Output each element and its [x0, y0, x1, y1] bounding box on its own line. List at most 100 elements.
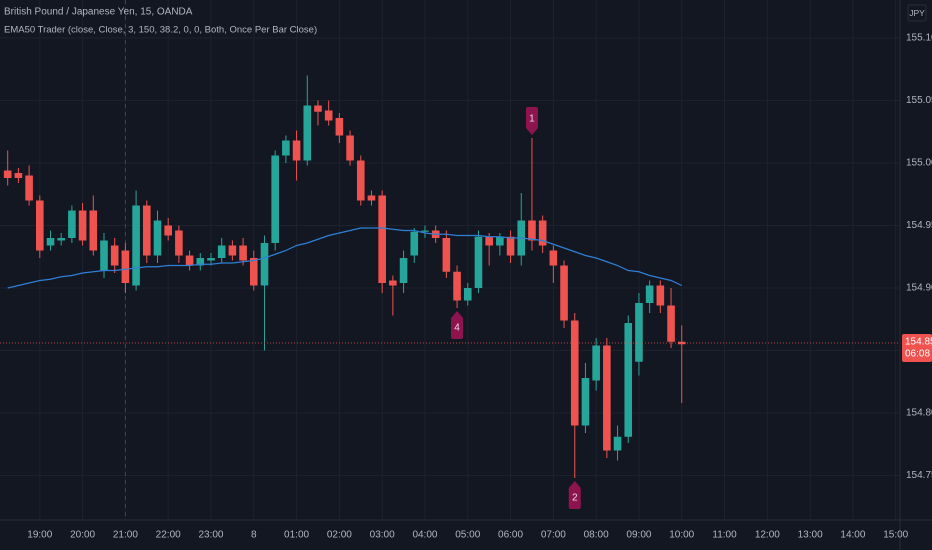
candle-body [142, 205, 151, 256]
signal-label: 4 [454, 323, 460, 334]
candle-body [399, 258, 408, 283]
last-price-label: 154.856 [905, 337, 932, 348]
candle-body [592, 345, 600, 381]
candle-body [603, 345, 611, 451]
candle-body [303, 105, 312, 161]
candle-body [185, 255, 194, 266]
candle-body [324, 110, 333, 121]
candle-body [25, 175, 33, 201]
candle-body [57, 238, 65, 241]
candle-body [528, 220, 536, 241]
candle-body [239, 245, 247, 261]
x-tick-label: 21:00 [113, 530, 138, 541]
y-tick-label: 155.100 [906, 33, 932, 44]
candle-body [292, 140, 301, 161]
y-tick-label: 154.950 [906, 220, 932, 231]
y-tick-label: 154.800 [906, 408, 932, 419]
x-tick-label: 05:00 [455, 530, 480, 541]
candle-body [175, 230, 183, 256]
x-tick-label: 22:00 [156, 530, 181, 541]
candle-body [570, 320, 579, 426]
x-tick-label: 04:00 [412, 530, 437, 541]
candle-body [410, 231, 419, 256]
indicator-legend: EMA50 Trader (close, Close, 3, 150, 38.2… [4, 25, 317, 36]
x-tick-label: 01:00 [284, 530, 309, 541]
last-price-badge [902, 334, 932, 362]
candle-body [207, 258, 215, 261]
x-tick-label: 11:00 [712, 530, 737, 541]
candle-body [645, 285, 654, 303]
candle-body [68, 210, 76, 238]
x-tick-label: 07:00 [541, 530, 566, 541]
y-tick-label: 154.750 [906, 470, 932, 481]
candle-body [356, 160, 365, 201]
candle-body [667, 305, 675, 342]
candle-body [549, 250, 558, 266]
candle-body [378, 195, 386, 283]
candle-body [282, 140, 290, 156]
candle-body [613, 436, 622, 451]
x-tick-label: 15:00 [883, 530, 908, 541]
candle-body [463, 288, 472, 301]
signal-marker [451, 311, 464, 339]
x-tick-label: 10:00 [669, 530, 694, 541]
signal-marker [568, 481, 581, 509]
candle-body [346, 135, 354, 161]
candle-body [635, 303, 643, 362]
x-tick-label: 23:00 [198, 530, 223, 541]
x-tick-label: 02:00 [327, 530, 352, 541]
candle-body [228, 245, 237, 256]
candle-body [249, 258, 258, 286]
x-tick-label: 03:00 [370, 530, 395, 541]
currency-label: JPY [909, 8, 925, 18]
axes: 154.750154.800154.850154.900154.950155.0… [27, 33, 932, 541]
candle-body [367, 195, 376, 201]
candle-body [100, 240, 108, 271]
candle-body [110, 245, 119, 266]
candle-body [560, 265, 568, 321]
candle-body [314, 105, 322, 112]
candle-body [46, 238, 55, 246]
signal-label: 2 [572, 493, 578, 504]
ema-line [7, 227, 682, 289]
candle-body [271, 155, 279, 243]
candle-body [496, 236, 504, 246]
countdown-label: 06:08 [905, 349, 930, 360]
candle-body [485, 236, 493, 246]
candle-body [196, 258, 205, 266]
candle-body [506, 236, 515, 256]
candle-body [3, 170, 12, 178]
x-tick-label: 09:00 [626, 530, 651, 541]
x-tick-label: 8 [251, 530, 257, 541]
y-tick-label: 155.000 [906, 158, 932, 169]
x-tick-label: 13:00 [798, 530, 823, 541]
candle-body [389, 280, 397, 286]
currency-badge[interactable] [907, 4, 927, 22]
signal-marker [525, 107, 538, 135]
x-tick-label: 14:00 [840, 530, 865, 541]
candle-body [164, 225, 172, 236]
candle-body [335, 118, 344, 136]
x-tick-label: 06:00 [498, 530, 523, 541]
candle-body [36, 200, 44, 251]
candle-body [624, 323, 633, 437]
candle-body [78, 210, 87, 241]
candle-body [153, 220, 162, 256]
x-tick-label: 20:00 [70, 530, 95, 541]
candle-body [14, 173, 23, 178]
x-tick-label: 19:00 [27, 530, 52, 541]
signal-label: 1 [529, 114, 535, 125]
y-tick-label: 155.050 [906, 95, 932, 106]
candle-body [581, 378, 590, 426]
candle-body [453, 271, 461, 301]
candle-body [538, 220, 547, 246]
candle-body [656, 285, 665, 306]
candle-body [132, 205, 140, 286]
candle-body [421, 230, 429, 232]
x-tick-label: 08:00 [584, 530, 609, 541]
candle-body [121, 250, 130, 283]
x-tick-label: 12:00 [755, 530, 780, 541]
